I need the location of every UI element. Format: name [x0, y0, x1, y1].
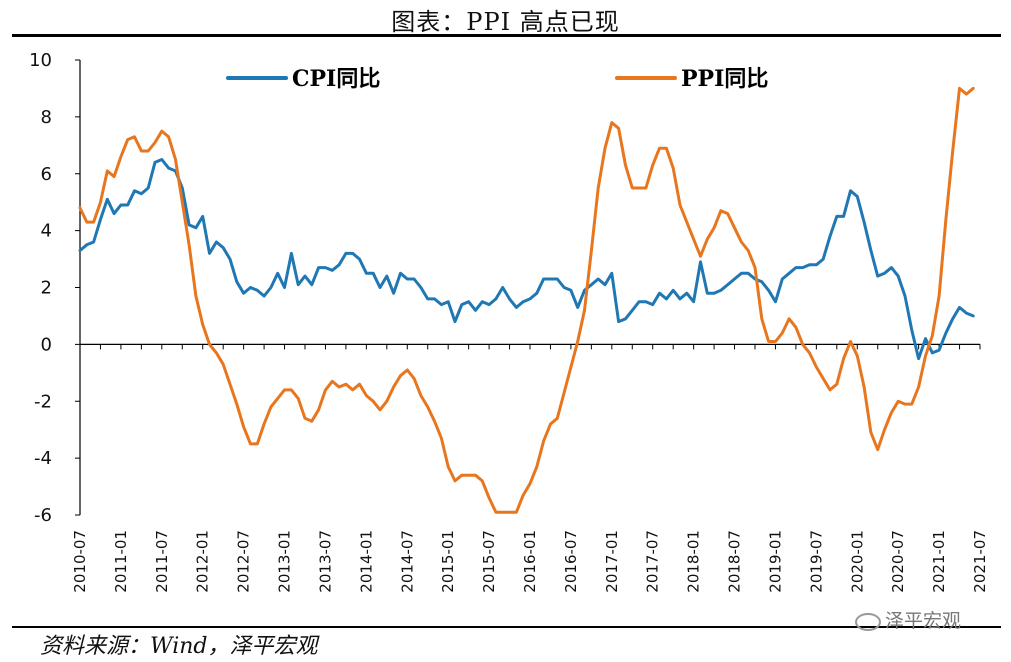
x-tick-label: 2018-07 — [726, 530, 744, 593]
y-tick-label: 10 — [29, 50, 52, 71]
watermark: 泽平宏观 — [855, 606, 961, 633]
wechat-icon — [855, 612, 881, 631]
x-tick-label: 2020-07 — [889, 530, 907, 593]
x-tick-label: 2015-01 — [439, 530, 457, 593]
x-tick-label: 2014-07 — [398, 530, 416, 593]
y-tick-label: -6 — [34, 505, 52, 526]
y-tick-label: 4 — [41, 221, 52, 242]
x-tick-label: 2018-01 — [685, 530, 703, 593]
source-note: 资料来源：Wind，泽平宏观 — [40, 634, 318, 659]
cpi-legend-label: CPI同比 — [292, 66, 380, 92]
y-tick-label: 0 — [41, 334, 52, 355]
x-tick-label: 2012-01 — [194, 530, 212, 593]
x-tick-label: 2010-07 — [71, 530, 89, 593]
bottom-rule — [12, 626, 1001, 628]
y-tick-label: 8 — [41, 107, 52, 128]
x-tick-label: 2011-07 — [153, 530, 171, 593]
cpi-series-line — [78, 158, 975, 361]
x-tick-label: 2021-01 — [930, 530, 948, 593]
x-tick-label: 2011-01 — [112, 530, 130, 593]
x-tick-label: 2016-01 — [521, 530, 539, 593]
x-tick-label: 2020-01 — [848, 530, 866, 593]
x-tick-label: 2012-07 — [235, 530, 253, 593]
y-tick-label: 6 — [41, 164, 52, 185]
y-tick-label: 2 — [41, 278, 52, 299]
ppi-series-line — [78, 86, 975, 514]
y-tick-label: -4 — [34, 448, 52, 469]
x-tick-label: 2017-07 — [644, 530, 662, 593]
watermark-text: 泽平宏观 — [885, 610, 962, 632]
top-rule — [12, 34, 1001, 37]
x-tick-label: 2016-07 — [562, 530, 580, 593]
ppi-legend-label: PPI同比 — [681, 66, 768, 92]
x-tick-label: 2019-01 — [766, 530, 784, 593]
x-tick-label: 2017-01 — [603, 530, 621, 593]
x-tick-label: 2015-07 — [480, 530, 498, 593]
chart-title: 图表：PPI 高点已现 — [391, 8, 620, 36]
x-tick-label: 2021-07 — [971, 530, 989, 593]
x-tick-label: 2013-07 — [316, 530, 334, 593]
y-tick-label: -2 — [34, 391, 52, 412]
x-tick-label: 2013-01 — [276, 530, 294, 593]
x-tick-label: 2019-07 — [807, 530, 825, 593]
x-tick-label: 2014-01 — [357, 530, 375, 593]
